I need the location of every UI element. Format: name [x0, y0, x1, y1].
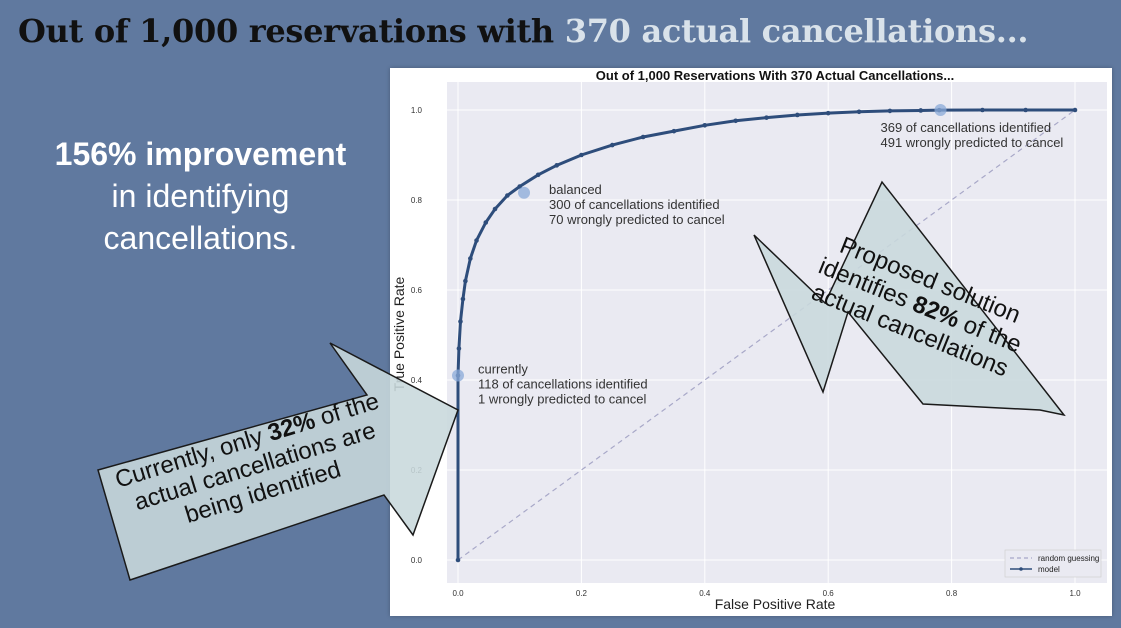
annotation-line: balanced — [549, 182, 602, 197]
roc-chart-svg: currently 118 of cancellations identified… — [391, 68, 1107, 612]
y-tick-label: 0.0 — [411, 556, 423, 565]
model-point — [980, 107, 985, 113]
annotation-line: 1 wrongly predicted to cancel — [478, 392, 646, 407]
model-point — [535, 172, 541, 178]
legend-random-label: random guessing — [1038, 554, 1099, 563]
model-point — [918, 108, 924, 113]
annotation-line: 118 of cancellations identified — [478, 377, 648, 392]
model-point — [460, 296, 466, 302]
model-roc-curve — [456, 108, 1075, 560]
slide-title-part2: 370 actual cancellations... — [564, 12, 1029, 50]
annotation-text: balanced 300 of cancellations identified 7… — [549, 182, 725, 227]
legend-model-label: model — [1038, 565, 1060, 574]
x-tick-label: 0.0 — [452, 589, 464, 598]
model-point — [517, 184, 522, 189]
model-point — [463, 278, 468, 284]
annotation-text: currently 118 of cancellations identified… — [478, 362, 648, 407]
y-tick-label: 0.2 — [411, 466, 423, 475]
highlight-point — [934, 104, 947, 116]
improvement-line2: in identifying — [111, 178, 290, 214]
improvement-line3: cancellations. — [103, 220, 298, 256]
annotation-line: 491 wrongly predicted to cancel — [880, 135, 1063, 150]
model-point — [474, 238, 479, 243]
left-callout-suffix: of the — [316, 387, 383, 432]
y-tick-label: 1.0 — [411, 106, 423, 115]
model-point — [609, 142, 615, 148]
slide-title: Out of 1,000 reservations with 370 actua… — [18, 12, 1029, 50]
highlight-point — [452, 369, 464, 382]
legend-box — [1004, 549, 1102, 578]
legend: random guessing model — [1004, 549, 1102, 578]
left-callout-line3: being identified — [181, 455, 345, 529]
model-point — [764, 115, 769, 120]
model-point — [887, 108, 893, 114]
model-point — [456, 346, 462, 351]
model-point — [455, 557, 461, 563]
y-tick-label: 0.6 — [411, 286, 423, 295]
x-axis-label: False Positive Rate — [715, 596, 836, 612]
model-point — [492, 206, 498, 212]
annotations: currently 118 of cancellations identified… — [478, 120, 1063, 407]
x-tick-label: 1.0 — [1069, 589, 1081, 598]
plot-area — [447, 82, 1107, 583]
annotation-text: 369 of cancellations identified 491 wrong… — [880, 120, 1063, 150]
annotation-line: currently — [478, 362, 528, 377]
x-tick-label: 0.6 — [823, 589, 835, 598]
x-tick-label: 0.8 — [946, 589, 958, 598]
model-point — [579, 152, 584, 158]
chart-title: Out of 1,000 Reservations With 370 Actua… — [596, 68, 954, 83]
model-point — [825, 110, 831, 116]
left-callout-percent: 32% — [264, 407, 319, 448]
annotation-line: 70 wrongly predicted to cancel — [549, 212, 725, 227]
roc-chart: currently 118 of cancellations identified… — [390, 68, 1112, 616]
y-tick-label: 0.4 — [411, 376, 423, 385]
model-point — [1072, 107, 1078, 113]
slide-title-part1: Out of 1,000 reservations with — [18, 12, 554, 50]
improvement-text: 156% improvement in identifying cancella… — [18, 133, 383, 259]
model-point — [554, 163, 560, 168]
annotation-line: 300 of cancellations identified — [549, 197, 720, 212]
model-point — [671, 128, 677, 134]
annotation-line: 369 of cancellations identified — [880, 120, 1051, 135]
model-point — [856, 109, 862, 115]
model-point — [468, 256, 473, 261]
left-callout-line2: actual cancellations are — [131, 416, 379, 517]
left-callout-text: Currently, only 32% of the actual cancel… — [95, 382, 415, 550]
improvement-headline: 156% improvement — [54, 136, 347, 172]
y-tick-label: 0.8 — [411, 196, 423, 205]
left-callout-prefix: Currently, only — [111, 423, 267, 494]
model-point — [458, 319, 463, 324]
legend-model-marker — [1019, 567, 1023, 571]
model-point — [483, 220, 489, 225]
y-axis-label: True Positive Rate — [391, 276, 407, 391]
model-point — [795, 112, 800, 118]
model-point — [702, 123, 708, 128]
x-tick-label: 0.4 — [699, 589, 711, 598]
model-point — [505, 193, 510, 198]
x-tick-label: 0.2 — [576, 589, 588, 598]
model-point — [1023, 107, 1028, 113]
model-point — [733, 118, 738, 124]
highlight-point — [518, 186, 531, 199]
model-point — [640, 134, 646, 140]
